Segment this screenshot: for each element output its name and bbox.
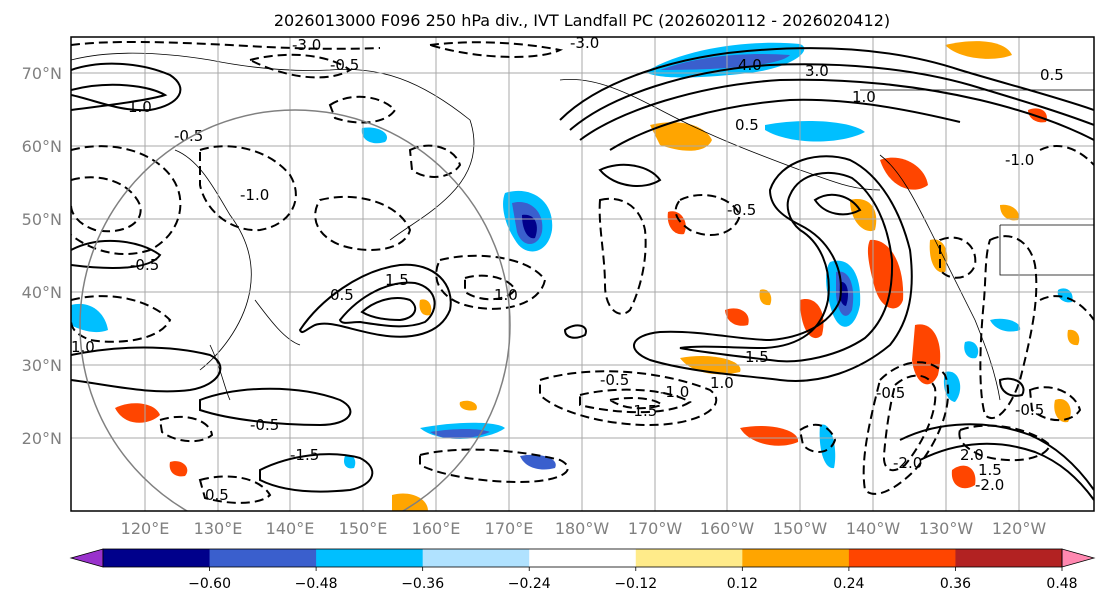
contour-label-1c: 1.0: [494, 286, 518, 304]
lat-tick-70: 70°N: [22, 64, 62, 83]
colorbar-bin: [316, 549, 424, 567]
colorbar-tick-label: 0.48: [1046, 576, 1077, 592]
contour-label-15b: 1.5: [745, 348, 769, 366]
colorbar-tick-label: −0.24: [508, 576, 551, 592]
lon-tick-130e: 130°E: [194, 519, 243, 538]
colorbar-bin: [635, 549, 743, 567]
colorbar-bin: [103, 549, 211, 567]
contour-label-neg1a: -1.0: [240, 186, 269, 204]
region-circle: [79, 109, 511, 511]
lon-tick-120e: 120°E: [121, 519, 170, 538]
contour-label-neg3: -3.0: [570, 34, 599, 52]
lon-tick-120w: 120°W: [992, 519, 1047, 538]
contour-label-05b: 0.5: [330, 286, 354, 304]
colorbar-tick-label: 0.12: [727, 576, 758, 592]
contour-labels: -3.0 -3.0 4.0 3.0 1.0 0.5 1.0 -0.5 -0.5 …: [71, 34, 1064, 504]
lon-tick-170e: 170°E: [485, 519, 534, 538]
lon-tick-180w: 180°W: [555, 519, 610, 538]
lon-tick-150e: 150°E: [339, 519, 388, 538]
lon-tick-150w: 150°W: [773, 519, 828, 538]
lat-tick-30: 30°N: [22, 356, 62, 375]
contour-label-neg15b: -1.5: [290, 446, 319, 464]
contour-label-neg2b: -2.0: [975, 476, 1004, 494]
lat-tick-20: 20°N: [22, 429, 62, 448]
contour-label-05d: 0.5: [205, 486, 229, 504]
contour-label-neg15a: -1.5: [628, 402, 657, 420]
lon-tick-140e: 140°E: [266, 519, 315, 538]
contour-label-neg1c: -1.0: [1005, 151, 1034, 169]
contour-label-neg05h: -0.5: [130, 256, 159, 274]
lat-tick-40: 40°N: [22, 283, 62, 302]
colorbar-tick-label: 0.36: [940, 576, 971, 592]
contour-label-1b: 1.0: [128, 98, 152, 116]
lon-axis: 120°E 130°E 140°E 150°E 160°E 170°E 180°…: [121, 519, 1047, 538]
lon-tick-130w: 130°W: [919, 519, 974, 538]
contour-label-neg05e: -0.5: [876, 384, 905, 402]
contour-label-neg4: -3.0: [292, 36, 321, 54]
colorbar-frame: [102, 548, 1063, 568]
lat-tick-50: 50°N: [22, 210, 62, 229]
lat-axis: 70°N 60°N 50°N 40°N 30°N 20°N: [22, 64, 62, 448]
lat-tick-60: 60°N: [22, 137, 62, 156]
colorbar: −0.60 −0.48 −0.36 −0.24 −0.12 0.12 0.24 0.36 0.4…: [69, 548, 1096, 592]
contour-label-1d: 1.0: [710, 374, 734, 392]
contour-label-4: 4.0: [738, 56, 762, 74]
contour-label-05a: 0.5: [735, 116, 759, 134]
contour-label-2: 2.0: [960, 446, 984, 464]
contour-label-1a: 1.0: [852, 88, 876, 106]
positive-contours: [71, 47, 1094, 501]
plot-title: 2026013000 F096 250 hPa div., IVT Landfa…: [274, 11, 890, 30]
contour-label-15a: 1.5: [385, 271, 409, 289]
negative-contours: [71, 40, 1094, 504]
contour-label-neg05c: -0.5: [600, 371, 629, 389]
map-panel: -3.0 -3.0 4.0 3.0 1.0 0.5 1.0 -0.5 -0.5 …: [70, 34, 1095, 512]
contour-label-05c: 0.5: [1040, 66, 1064, 84]
divergence-shading: [71, 41, 1080, 511]
contour-label-neg05a: -0.5: [174, 127, 203, 145]
colorbar-tick-label: −0.12: [614, 576, 657, 592]
contour-label-neg05b: -0.5: [330, 56, 359, 74]
lon-tick-140w: 140°W: [846, 519, 901, 538]
colorbar-bin: [209, 549, 317, 567]
colorbar-extend-max: [1061, 548, 1096, 568]
contour-label-neg2a: -2.0: [893, 454, 922, 472]
contour-label-neg1b: -1.0: [660, 383, 689, 401]
colorbar-bin: [955, 549, 1063, 567]
colorbar-tick-label: 0.24: [833, 576, 864, 592]
contour-label-15c: 1.5: [978, 461, 1002, 479]
coastlines: [71, 52, 1094, 401]
colorbar-bin: [848, 549, 956, 567]
contour-label-neg05g: -0.5: [250, 416, 279, 434]
colorbar-bin: [529, 549, 637, 567]
colorbar-extend-min: [69, 548, 104, 568]
colorbar-tick-label: −0.48: [295, 576, 338, 592]
colorbar-tick-label: −0.60: [188, 576, 231, 592]
contour-label-3: 3.0: [805, 62, 829, 80]
contour-label-neg05d: -0.5: [727, 201, 756, 219]
colorbar-bin: [742, 549, 850, 567]
lon-tick-160e: 160°E: [412, 519, 461, 538]
contour-label-neg05f: -0.5: [1015, 401, 1044, 419]
colorbar-tick-label: −0.36: [401, 576, 444, 592]
map-frame: [70, 36, 1095, 512]
colorbar-bin: [422, 549, 530, 567]
contour-label-1e: 1.0: [71, 338, 95, 356]
lon-tick-170w: 170°W: [628, 519, 683, 538]
lon-tick-160w: 160°W: [700, 519, 755, 538]
